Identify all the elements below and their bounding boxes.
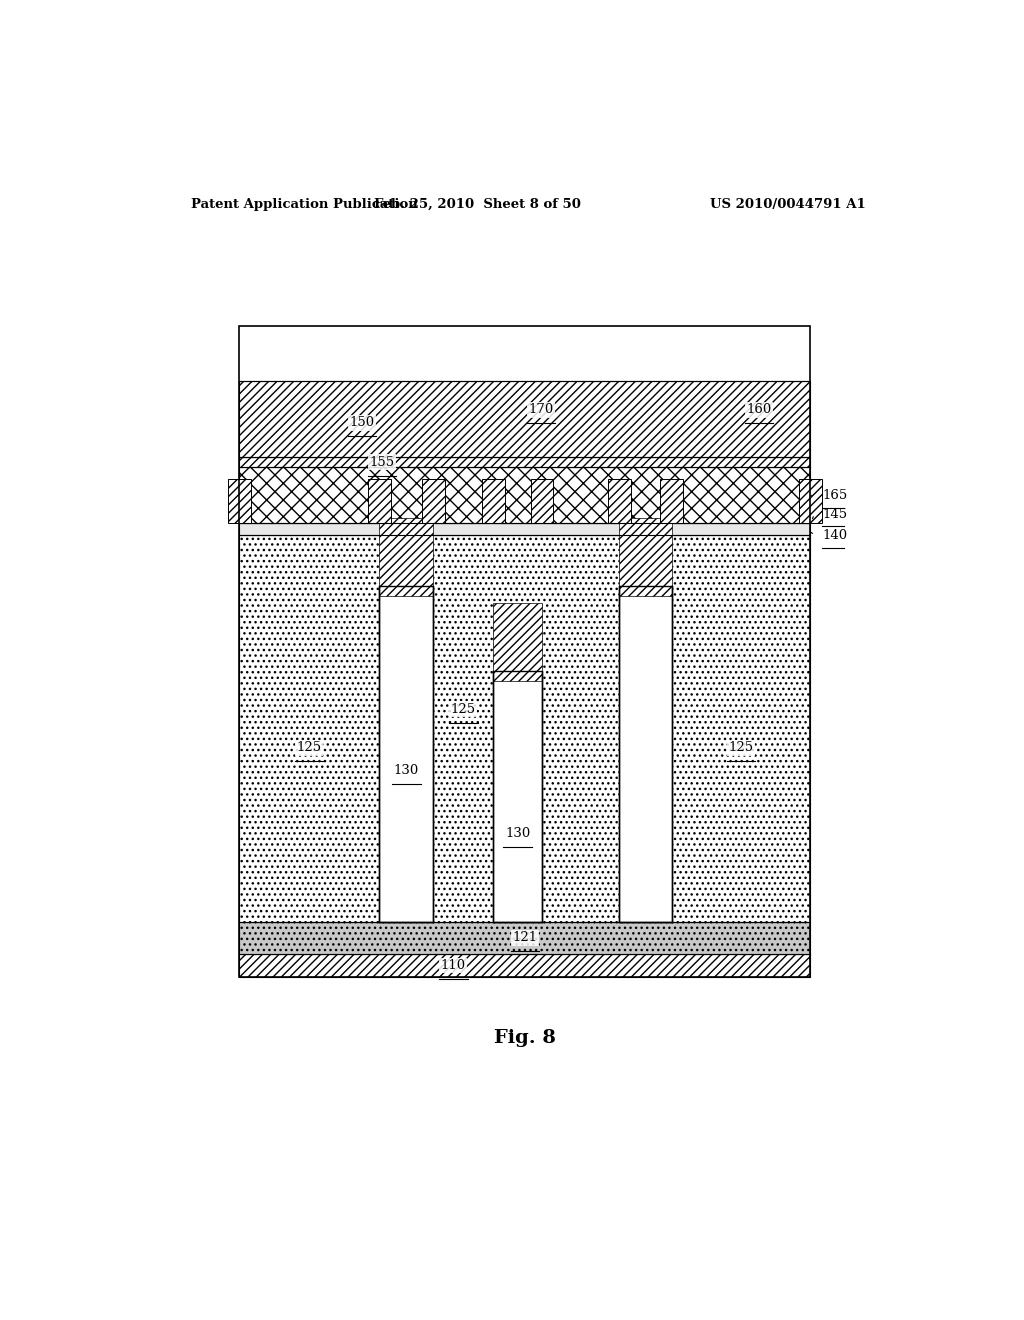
Text: 110: 110 (440, 958, 466, 972)
Bar (240, 954, 811, 977)
Text: 125: 125 (297, 742, 322, 755)
Bar (240, 523, 811, 536)
Bar (620, 586, 672, 921)
Text: 160: 160 (746, 404, 771, 416)
Bar (379, 586, 433, 921)
Text: 125: 125 (451, 702, 476, 715)
Text: 150: 150 (349, 416, 375, 429)
Text: 130: 130 (505, 828, 530, 841)
Text: 145: 145 (822, 508, 848, 520)
Text: 165: 165 (822, 488, 848, 502)
Text: 170: 170 (528, 404, 553, 416)
Bar (240, 381, 811, 457)
Text: US 2010/0044791 A1: US 2010/0044791 A1 (711, 198, 866, 211)
Bar (482, 479, 505, 523)
Bar (530, 479, 553, 523)
Bar (368, 479, 390, 523)
Bar (240, 921, 811, 954)
Text: Patent Application Publication: Patent Application Publication (191, 198, 418, 211)
Text: Fig. 8: Fig. 8 (494, 1028, 556, 1047)
Bar (240, 536, 811, 921)
Text: 121: 121 (512, 932, 538, 945)
Bar (240, 457, 811, 467)
Bar (494, 671, 542, 921)
Text: 140: 140 (822, 529, 848, 543)
Bar (799, 479, 822, 523)
Bar (240, 467, 811, 523)
Bar (620, 586, 672, 921)
Bar (660, 479, 683, 523)
Bar (422, 479, 444, 523)
Bar (240, 326, 811, 977)
Text: 125: 125 (728, 742, 754, 755)
Bar (379, 586, 433, 921)
Text: Feb. 25, 2010  Sheet 8 of 50: Feb. 25, 2010 Sheet 8 of 50 (374, 198, 581, 211)
Bar (620, 517, 672, 595)
Text: 155: 155 (370, 455, 394, 469)
Bar (494, 602, 542, 681)
Text: 130: 130 (393, 764, 419, 777)
Bar (494, 671, 542, 921)
Bar (607, 479, 631, 523)
Bar (227, 479, 251, 523)
Bar (379, 517, 433, 595)
